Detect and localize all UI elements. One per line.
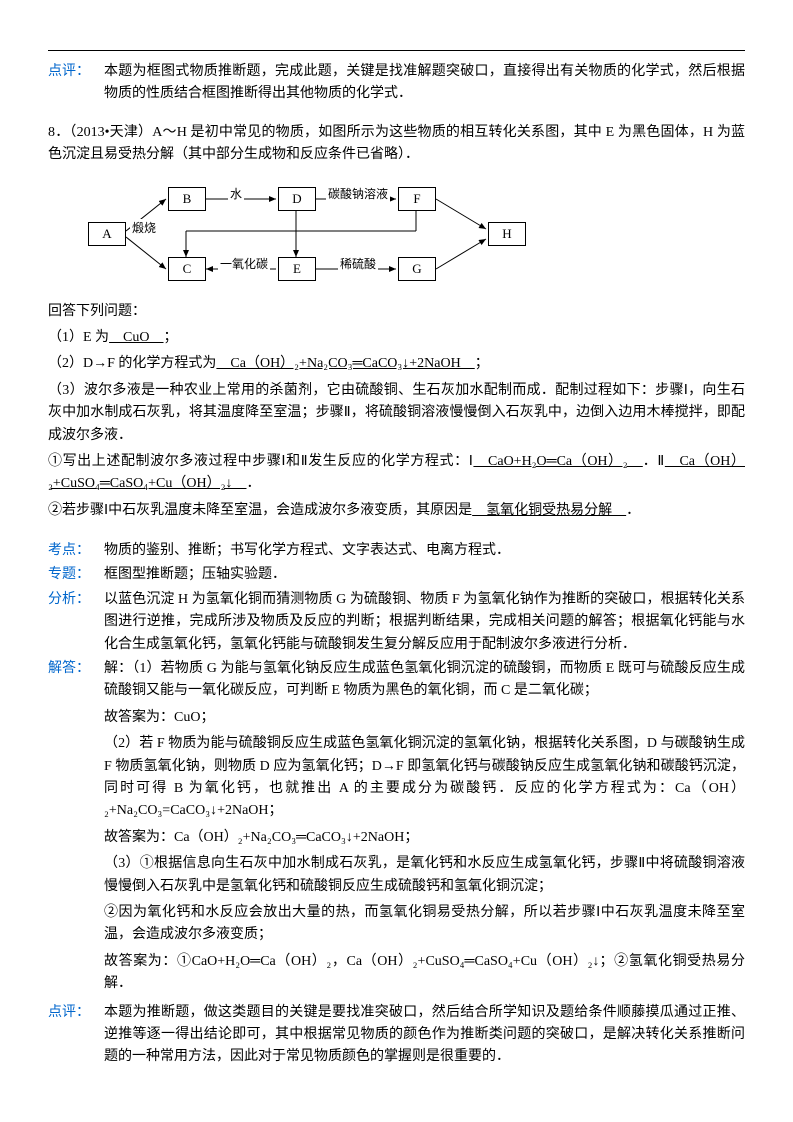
p2a: （2）D→F 的化学方程式为	[48, 356, 216, 371]
box-d: D	[278, 187, 316, 211]
box-g: G	[398, 257, 436, 281]
fenxi-row: 分析： 以蓝色沉淀 H 为氢氧化铜而猜测物质 G 为硫酸铜、物质 F 为氢氧化钠…	[48, 589, 745, 656]
p2b: ；	[475, 356, 489, 371]
top-rule	[48, 50, 745, 51]
q8-p3-2: ②若步骤Ⅰ中石灰乳温度未降至室温，会造成波尔多液变质，其原因是 氢氧化铜受热易分…	[48, 500, 745, 522]
dianping-text: 本题为推断题，做这类题目的关键是要找准突破口，然后结合所学知识及题给条件顺藤摸瓜…	[104, 1002, 745, 1069]
box-c: C	[168, 257, 206, 281]
box-a: A	[88, 222, 126, 246]
jieda-p1: 解：（1）若物质 G 为能与氢氧化钠反应生成蓝色氢氧化铜沉淀的硫酸铜，而物质 E…	[104, 658, 745, 703]
answer-lead: 回答下列问题：	[48, 301, 745, 323]
p1a: （1）E 为	[48, 330, 109, 345]
box-f: F	[398, 187, 436, 211]
jieda-p2: （2）若 F 物质为能与硫酸铜反应生成蓝色氢氧化铜沉淀的氢氧化钠，根据转化关系图…	[104, 733, 745, 823]
p31a: ①写出上述配制波尔多液过程中步骤Ⅰ和Ⅱ发生反应的化学方程式：Ⅰ	[48, 454, 473, 469]
p1b: ；	[164, 330, 178, 345]
fenxi-label: 分析：	[48, 589, 104, 656]
p31b: ．Ⅱ	[643, 454, 665, 469]
zhuanti-row: 专题： 框图型推断题；压轴实验题．	[48, 564, 745, 586]
q8-stem: 8．（2013•天津）A～H 是初中常见的物质，如图所示为这些物质的相互转化关系…	[48, 122, 745, 167]
lbl-water: 水	[228, 185, 244, 204]
q8-part1: （1）E 为 CuO ；	[48, 327, 745, 349]
jieda-p2b: 故答案为：Ca（OH）₂+Na₂CO₃═CaCO₃↓+2NaOH；	[104, 827, 745, 849]
jieda-p3a: （3）①根据信息向生石灰中加水制成石灰乳，是氧化钙和水反应生成氢氧化钙，步骤Ⅱ中…	[104, 853, 745, 898]
dianping-label: 点评：	[48, 61, 104, 106]
zhuanti-text: 框图型推断题；压轴实验题．	[104, 564, 745, 586]
p31ans1: CaO+H₂O═Ca（OH）₂	[473, 454, 642, 469]
jieda-content: 解：（1）若物质 G 为能与氢氧化钠反应生成蓝色氢氧化铜沉淀的硫酸铜，而物质 E…	[104, 658, 745, 999]
box-h: H	[488, 222, 526, 246]
lbl-na2co3: 碳酸钠溶液	[326, 185, 390, 204]
fenxi-text: 以蓝色沉淀 H 为氢氧化铜而猜测物质 G 为硫酸铜、物质 F 为氢氧化钠作为推断…	[104, 589, 745, 656]
p1ans: CuO	[109, 330, 163, 345]
dianping-label2: 点评：	[48, 1002, 104, 1069]
q8-p3-1: ①写出上述配制波尔多液过程中步骤Ⅰ和Ⅱ发生反应的化学方程式：Ⅰ CaO+H₂O═…	[48, 451, 745, 496]
jieda-label: 解答：	[48, 658, 104, 999]
q8-stem-text: A～H 是初中常见的物质，如图所示为这些物质的相互转化关系图，其中 E 为黑色固…	[48, 125, 745, 162]
lbl-h2so4: 稀硫酸	[338, 255, 378, 274]
p31c: ．	[246, 476, 260, 491]
q8-part2: （2）D→F 的化学方程式为 Ca（OH）₂+Na₂CO₃═CaCO₃↓+2Na…	[48, 353, 745, 375]
box-e: E	[278, 257, 316, 281]
dianping-row: 点评： 本题为推断题，做这类题目的关键是要找准突破口，然后结合所学知识及题给条件…	[48, 1002, 745, 1069]
box-b: B	[168, 187, 206, 211]
q7-review-text: 本题为框图式物质推断题，完成此题，关键是找准解题突破口，直接得出有关物质的化学式…	[104, 61, 745, 106]
jieda-p1b: 故答案为：CuO；	[104, 707, 745, 729]
flow-diagram: A B C D E F G H 煅烧 水 一氧化碳 碳酸钠溶液 稀硫酸	[88, 179, 588, 289]
lbl-left: 煅烧	[130, 219, 158, 238]
kaodian-row: 考点： 物质的鉴别、推断；书写化学方程式、文字表达式、电离方程式．	[48, 540, 745, 562]
p32b: ．	[626, 503, 640, 518]
p32ans: 氢氧化铜受热易分解	[472, 503, 626, 518]
p2ans: Ca（OH）₂+Na₂CO₃═CaCO₃↓+2NaOH	[216, 356, 474, 371]
q8-part3: （3）波尔多液是一种农业上常用的杀菌剂，它由硫酸铜、生石灰加水配制而成．配制过程…	[48, 380, 745, 447]
q7-review-row: 点评： 本题为框图式物质推断题，完成此题，关键是找准解题突破口，直接得出有关物质…	[48, 61, 745, 106]
jieda-p3c: 故答案为：①CaO+H₂O═Ca（OH）₂，Ca（OH）₂+CuSO₄═CaSO…	[104, 951, 745, 996]
lbl-co: 一氧化碳	[218, 255, 270, 274]
kaodian-label: 考点：	[48, 540, 104, 562]
jieda-row: 解答： 解：（1）若物质 G 为能与氢氧化钠反应生成蓝色氢氧化铜沉淀的硫酸铜，而…	[48, 658, 745, 999]
q8-number: 8．	[48, 125, 69, 140]
kaodian-text: 物质的鉴别、推断；书写化学方程式、文字表达式、电离方程式．	[104, 540, 745, 562]
p32a: ②若步骤Ⅰ中石灰乳温度未降至室温，会造成波尔多液变质，其原因是	[48, 503, 472, 518]
q8-source: （2013•天津）	[69, 125, 152, 140]
jieda-p3b: ②因为氧化钙和水反应会放出大量的热，而氢氧化铜易受热分解，所以若步骤Ⅰ中石灰乳温…	[104, 902, 745, 947]
zhuanti-label: 专题：	[48, 564, 104, 586]
